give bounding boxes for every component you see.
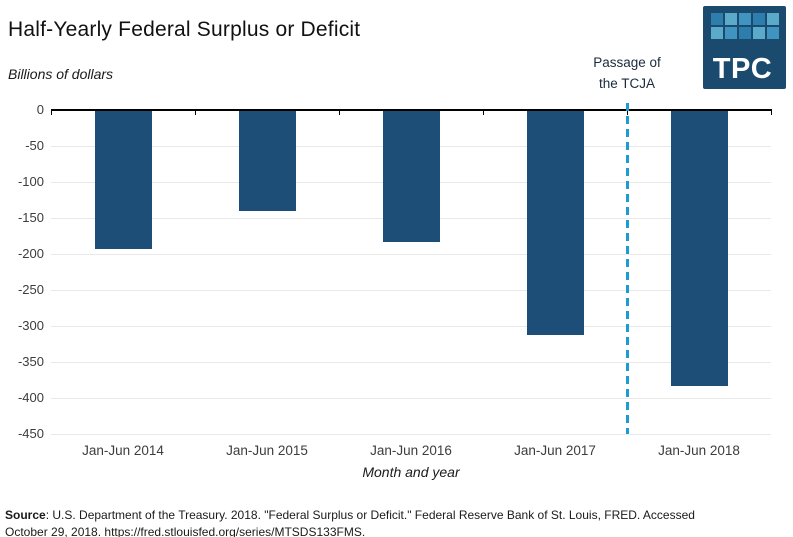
x-tick-label: Jan-Jun 2018 — [658, 443, 740, 458]
logo-square — [711, 13, 723, 25]
y-tick-label: -200 — [17, 246, 44, 261]
logo-square — [739, 27, 751, 39]
x-tick-label: Jan-Jun 2017 — [514, 443, 596, 458]
y-tick-label: -300 — [17, 318, 44, 333]
y-tick-label: -400 — [17, 390, 44, 405]
source-line2: October 29, 2018. https://fred.stlouisfe… — [5, 525, 366, 537]
logo-square — [725, 27, 737, 39]
y-gridline — [51, 325, 771, 327]
logo-square — [767, 27, 779, 39]
y-tick-label: 0 — [36, 102, 44, 117]
logo-square — [753, 27, 765, 39]
logo-square — [767, 13, 779, 25]
x-axis-zero-line — [51, 109, 772, 111]
y-tick-label: -50 — [25, 138, 44, 153]
deficit-bar — [526, 111, 584, 336]
y-gridline — [51, 361, 771, 363]
deficit-bar — [382, 111, 440, 243]
y-tick-label: -150 — [17, 210, 44, 225]
axis-tick-mark — [771, 111, 772, 115]
y-tick-label: -250 — [17, 282, 44, 297]
chart-title: Half-Yearly Federal Surplus or Deficit — [8, 18, 361, 41]
deficit-bar — [670, 111, 728, 386]
tpc-logo: TPC — [703, 6, 786, 89]
deficit-bar — [238, 111, 296, 211]
y-gridline — [51, 289, 771, 291]
tcja-annotation-line1: Passage of — [593, 55, 661, 70]
tcja-dashed-line — [625, 103, 629, 434]
source-note: Source: U.S. Department of the Treasury.… — [5, 507, 787, 537]
axis-tick-mark — [483, 111, 484, 115]
y-gridline — [51, 433, 771, 435]
axis-tick-mark — [339, 111, 340, 115]
x-tick-label: Jan-Jun 2016 — [370, 443, 452, 458]
x-tick-label: Jan-Jun 2014 — [82, 443, 164, 458]
source-line1: : U.S. Department of the Treasury. 2018.… — [45, 508, 695, 522]
y-gridline — [51, 253, 771, 255]
y-tick-label: -350 — [17, 354, 44, 369]
logo-square — [739, 13, 751, 25]
axis-tick-mark — [51, 111, 52, 115]
logo-square — [753, 13, 765, 25]
source-label: Source — [5, 508, 46, 522]
y-tick-label: -100 — [17, 174, 44, 189]
deficit-bar — [94, 111, 152, 249]
y-tick-label: -450 — [17, 426, 44, 441]
axis-tick-mark — [195, 111, 196, 115]
y-gridline — [51, 397, 771, 399]
x-tick-label: Jan-Jun 2015 — [226, 443, 308, 458]
tpc-logo-grid-icon — [711, 13, 779, 39]
x-axis-title: Month and year — [362, 464, 460, 480]
logo-square — [725, 13, 737, 25]
tcja-annotation: Passage of the TCJA — [567, 52, 687, 94]
y-axis-units-label: Billions of dollars — [8, 66, 114, 82]
tpc-logo-text: TPC — [712, 53, 773, 85]
tcja-annotation-line2: the TCJA — [598, 76, 656, 91]
logo-square — [711, 27, 723, 39]
